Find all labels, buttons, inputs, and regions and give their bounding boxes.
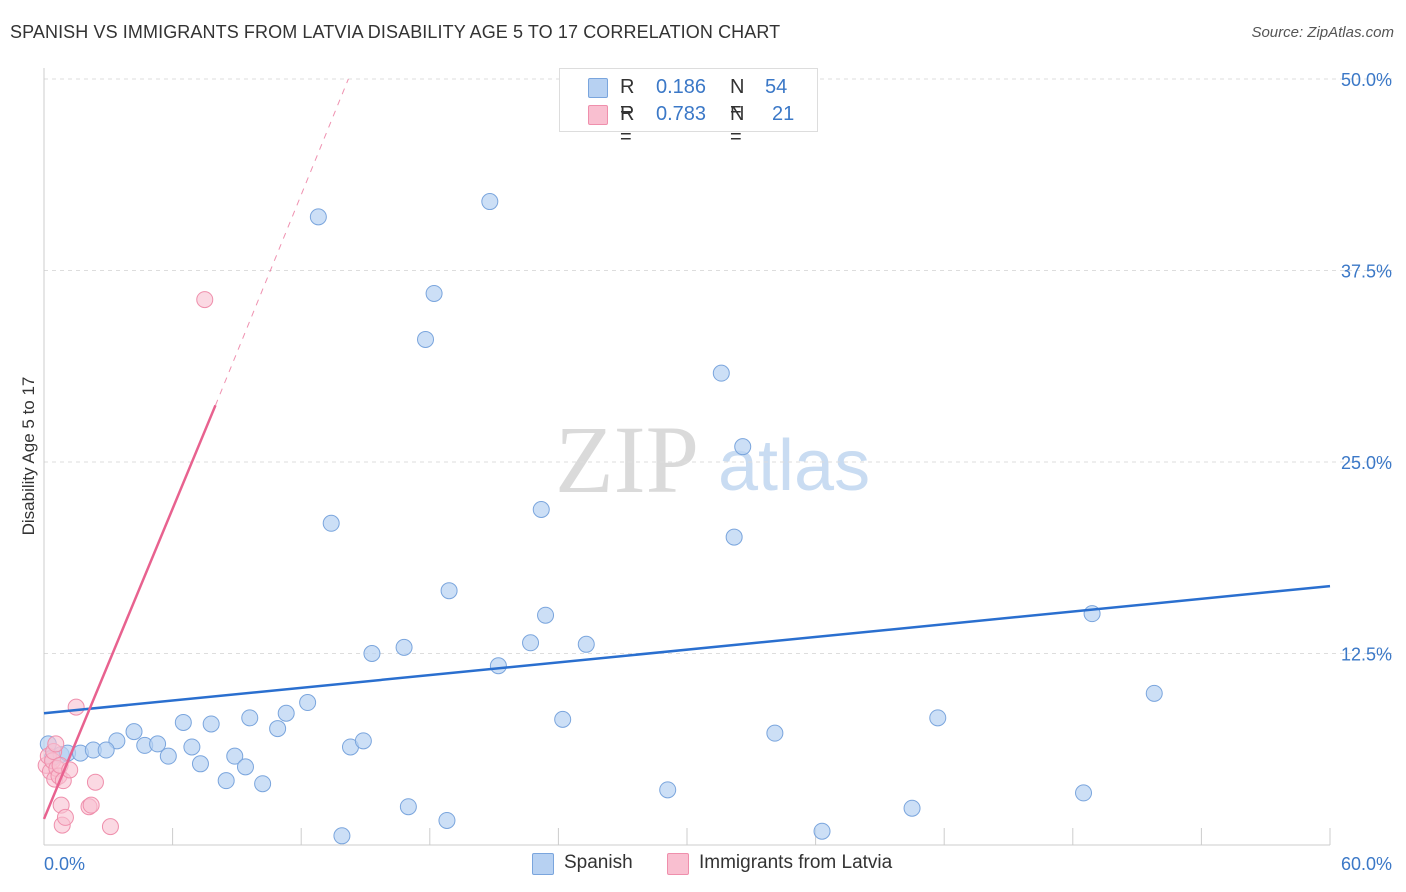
correlation-legend: R = 0.186 N = 54 R = 0.783 N = 21 [559,68,818,148]
spanish-point [537,606,555,624]
n-label: N = [730,76,745,121]
y-tick-label-1: 25.0% [1341,453,1392,473]
latvia-point [196,291,214,309]
spanish-point [929,709,947,727]
n-value: 54 [765,76,788,98]
spanish-point [241,709,259,727]
r-value: 0.186 [656,76,707,98]
axes [43,68,1331,846]
r-label: R = [620,76,635,121]
series-legend: Spanish Immigrants from Latvia [0,852,1406,878]
spanish-point [202,715,220,733]
chart-title: SPANISH VS IMMIGRANTS FROM LATVIA DISABI… [10,22,781,42]
latvia-trendline [42,404,217,820]
spanish-point [254,775,272,793]
spanish-point [440,582,458,600]
spanish-point [766,724,784,742]
latvia-point [47,735,65,753]
y-tick-label-2: 37.5% [1341,262,1392,282]
spanish-point [577,635,595,653]
spanish-point [734,438,752,456]
spanish-point [522,634,540,652]
spanish-point [417,330,435,348]
spanish-point [322,514,340,532]
spanish-point [712,364,730,382]
x-tick-label-1: 60.0% [1341,854,1392,874]
spanish-trendline [43,584,1331,715]
spanish-point [277,704,295,722]
r-value: 0.783 [656,103,707,125]
spanish-point [217,772,235,790]
latvia-point [67,698,85,716]
trend-lines [42,78,1331,820]
latvia-point [56,808,74,826]
watermark-zip: ZIP [555,406,699,513]
spanish-point [481,193,499,211]
spanish-point [159,747,177,765]
latvia-swatch [588,105,608,125]
watermark: ZIP atlas [555,406,870,513]
spanish-point [659,781,677,799]
source-label: Source: ZipAtlas.com [1251,24,1394,41]
latvia-points [37,291,214,836]
spanish-point [489,657,507,675]
spanish-swatch [588,78,608,98]
watermark-atlas: atlas [718,426,870,506]
spanish-point [903,799,921,817]
spanish-point [174,713,192,731]
n-label: N = [730,103,745,148]
latvia-legend-label: Immigrants from Latvia [699,852,893,873]
spanish-point [813,822,831,840]
r-label: R = [620,103,635,148]
y-tick-labels: 12.5% 25.0% 37.5% 50.0% [1341,70,1392,665]
spanish-point [363,645,381,662]
gridlines [44,78,1392,654]
spanish-point [299,694,317,712]
spanish-point [333,827,351,845]
spanish-point [395,638,413,656]
y-tick-label-3: 50.0% [1341,70,1392,90]
spanish-legend-label: Spanish [564,852,633,873]
spanish-point [191,755,209,773]
spanish-point [725,528,743,546]
n-value: 21 [772,103,795,125]
latvia-point [101,818,119,836]
spanish-point [438,811,456,829]
spanish-point [269,720,287,738]
spanish-point [97,741,115,759]
y-tick-label-0: 12.5% [1341,645,1392,665]
spanish-point [149,735,167,753]
spanish-point [399,798,417,816]
latvia-trendline-extension [215,78,349,406]
spanish-point [554,710,572,728]
y-axis-label: Disability Age 5 to 17 [19,377,38,536]
spanish-point [309,208,327,226]
spanish-points [39,193,1163,845]
spanish-point [226,747,244,765]
spanish-point [354,732,372,750]
spanish-point [1145,684,1163,702]
spanish-point [532,500,550,518]
spanish-point [1075,784,1093,802]
latvia-point [82,796,100,814]
spanish-point [236,758,254,776]
latvia-point [86,773,104,791]
latvia-legend-swatch [667,853,689,875]
spanish-legend-swatch [532,853,554,875]
x-tick-labels: 0.0% 60.0% [44,854,1392,874]
spanish-point [425,284,443,302]
spanish-point [183,738,201,756]
spanish-point [125,723,143,741]
x-tick-label-0: 0.0% [44,854,85,874]
